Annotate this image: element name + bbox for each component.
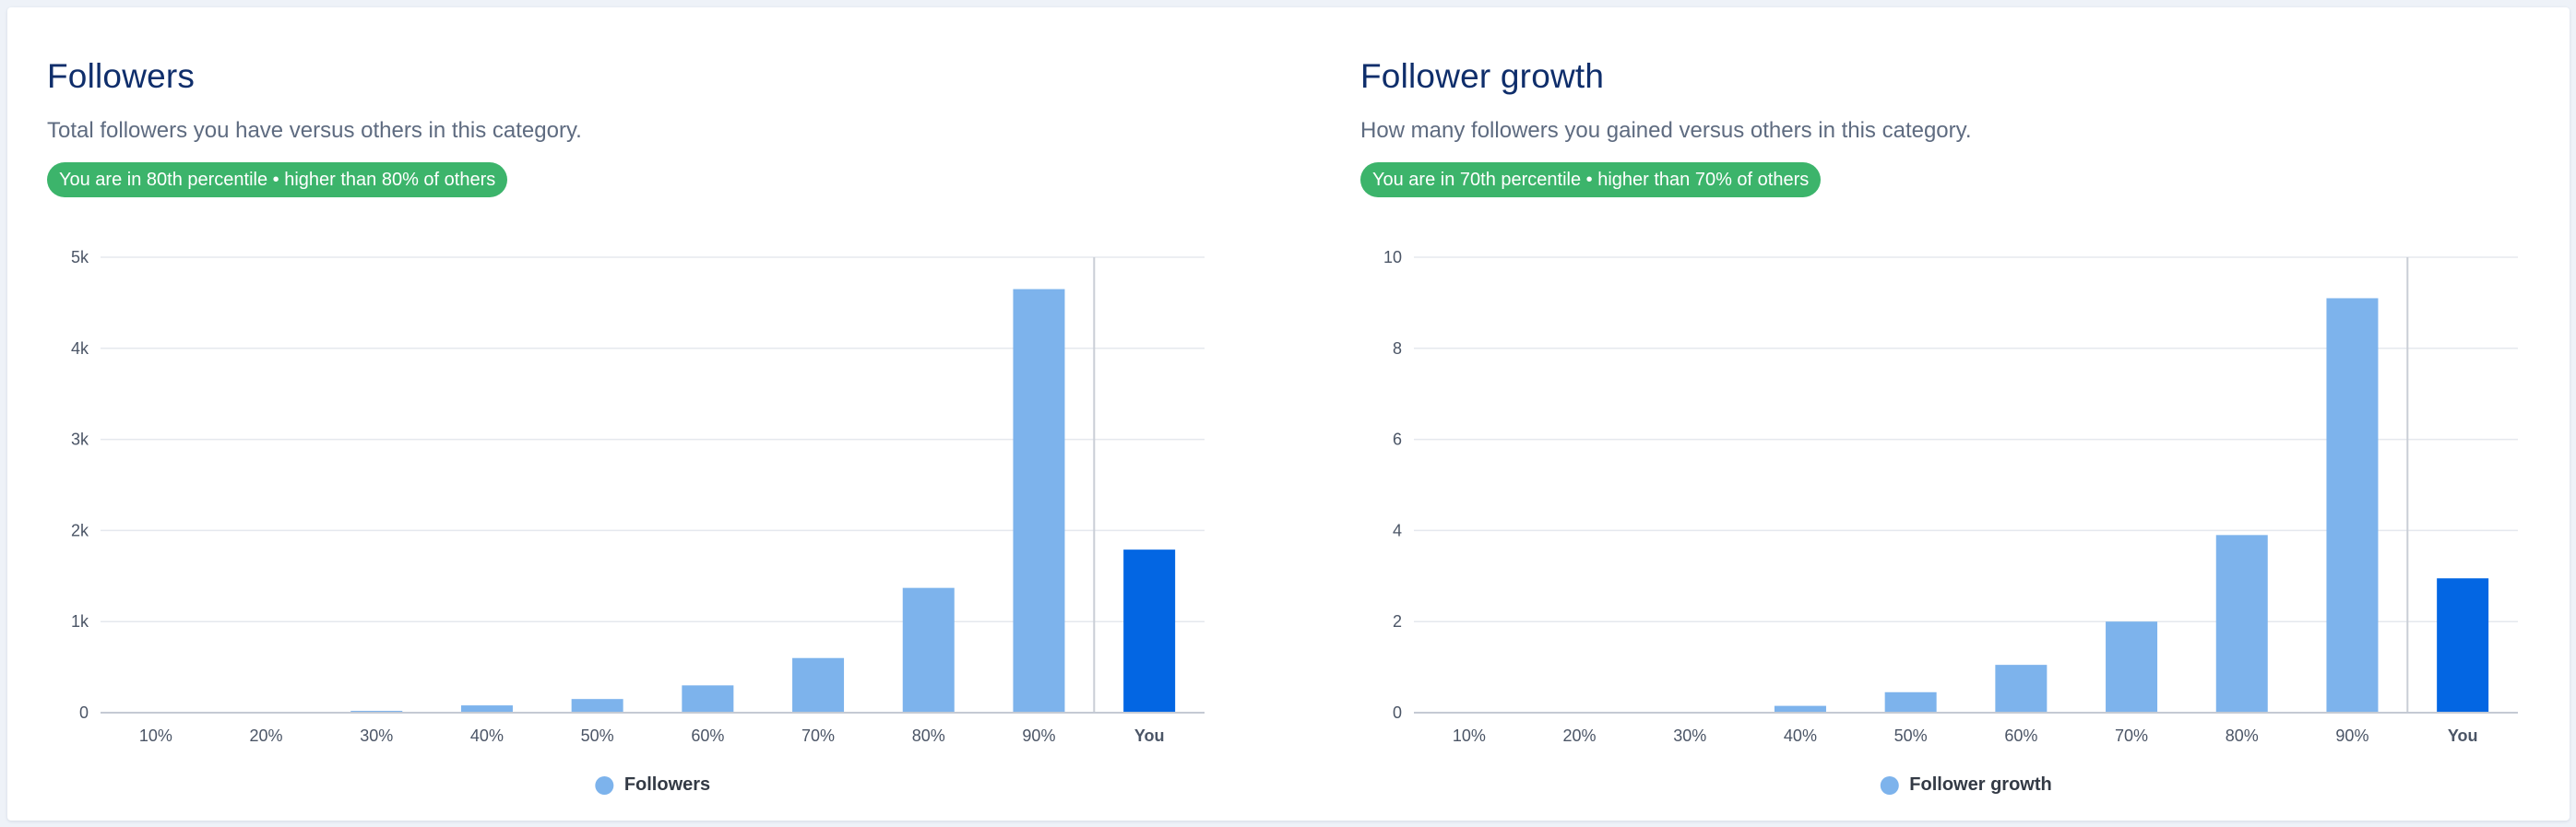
follower-growth-chart: 0 2 4 6 8 10 10% 20% 30% 40% 50% 60% 70% 80% 90% You [1383, 248, 2518, 745]
y-tick-label: 5k [71, 248, 89, 266]
bar [1884, 691, 1937, 713]
x-tick-label: 60% [691, 727, 724, 745]
percentile-badge: You are in 70th percentile • higher than… [1360, 162, 1822, 197]
bar [1774, 705, 1826, 713]
y-tick-label: 2 [1393, 612, 1402, 631]
x-tick-label: 50% [1894, 727, 1928, 745]
bar [792, 657, 845, 713]
x-tick-label: 50% [581, 727, 614, 745]
x-tick-label: 40% [1784, 727, 1817, 745]
chart-legend[interactable]: Followers [594, 774, 711, 796]
y-tick-label: 10 [1383, 248, 1402, 266]
bar-you [1123, 549, 1176, 713]
chart-legend[interactable]: Follower growth [1880, 774, 2052, 796]
percentile-badge: You are in 80th percentile • higher than… [47, 162, 508, 197]
legend-label: Follower growth [1909, 774, 2052, 795]
panel-title: Follower growth [1360, 57, 1605, 95]
y-tick-label: 1k [71, 612, 89, 631]
bar [2106, 621, 2158, 713]
bar [571, 699, 623, 713]
bar [1995, 665, 2048, 713]
x-tick-label: 20% [250, 727, 283, 745]
x-tick-label: 70% [801, 727, 835, 745]
x-tick-label: You [2448, 727, 2478, 745]
x-tick-label: 90% [2335, 727, 2368, 745]
x-tick-label: 70% [2115, 727, 2148, 745]
y-tick-label: 4k [71, 339, 89, 358]
x-tick-label: You [1134, 727, 1165, 745]
y-tick-label: 8 [1393, 339, 1402, 358]
y-tick-label: 6 [1393, 431, 1402, 449]
bar [682, 685, 734, 713]
x-tick-label: 30% [1673, 727, 1706, 745]
followers-panel: Followers Total followers you have versu… [7, 7, 1280, 819]
panel-subtitle: Total followers you have versus others i… [47, 118, 582, 143]
x-tick-label: 10% [139, 727, 172, 745]
bar [902, 587, 955, 713]
x-tick-label: 40% [470, 727, 504, 745]
x-tick-label: 80% [912, 727, 945, 745]
legend-marker [1880, 775, 1899, 795]
y-tick-label: 0 [79, 703, 89, 722]
bar [2326, 298, 2379, 713]
y-tick-label: 3k [71, 431, 89, 449]
bar [460, 705, 513, 713]
y-tick-label: 2k [71, 521, 89, 539]
x-tick-label: 60% [2004, 727, 2037, 745]
y-tick-label: 4 [1393, 521, 1402, 539]
follower-growth-panel: Follower growth How many followers you g… [1321, 7, 2576, 819]
legend-label: Followers [623, 774, 711, 795]
panel-subtitle: How many followers you gained versus oth… [1360, 118, 1972, 143]
bar-you [2437, 578, 2489, 713]
y-tick-label: 0 [1393, 703, 1402, 722]
page-frame: Followers Total followers you have versu… [7, 7, 2570, 821]
panel-title: Followers [47, 57, 196, 95]
bar [1013, 289, 1065, 713]
x-tick-label: 20% [1563, 727, 1597, 745]
x-tick-label: 30% [360, 727, 393, 745]
legend-marker [594, 775, 613, 795]
followers-chart: 0 1k 2k 3k 4k 5k 10% 20% 30% 40% 50% 60% 70% 80% 90% Yo… [71, 248, 1205, 745]
bar [2215, 535, 2268, 713]
x-tick-label: 80% [2226, 727, 2259, 745]
x-tick-label: 90% [1022, 727, 1055, 745]
x-tick-label: 10% [1453, 727, 1486, 745]
